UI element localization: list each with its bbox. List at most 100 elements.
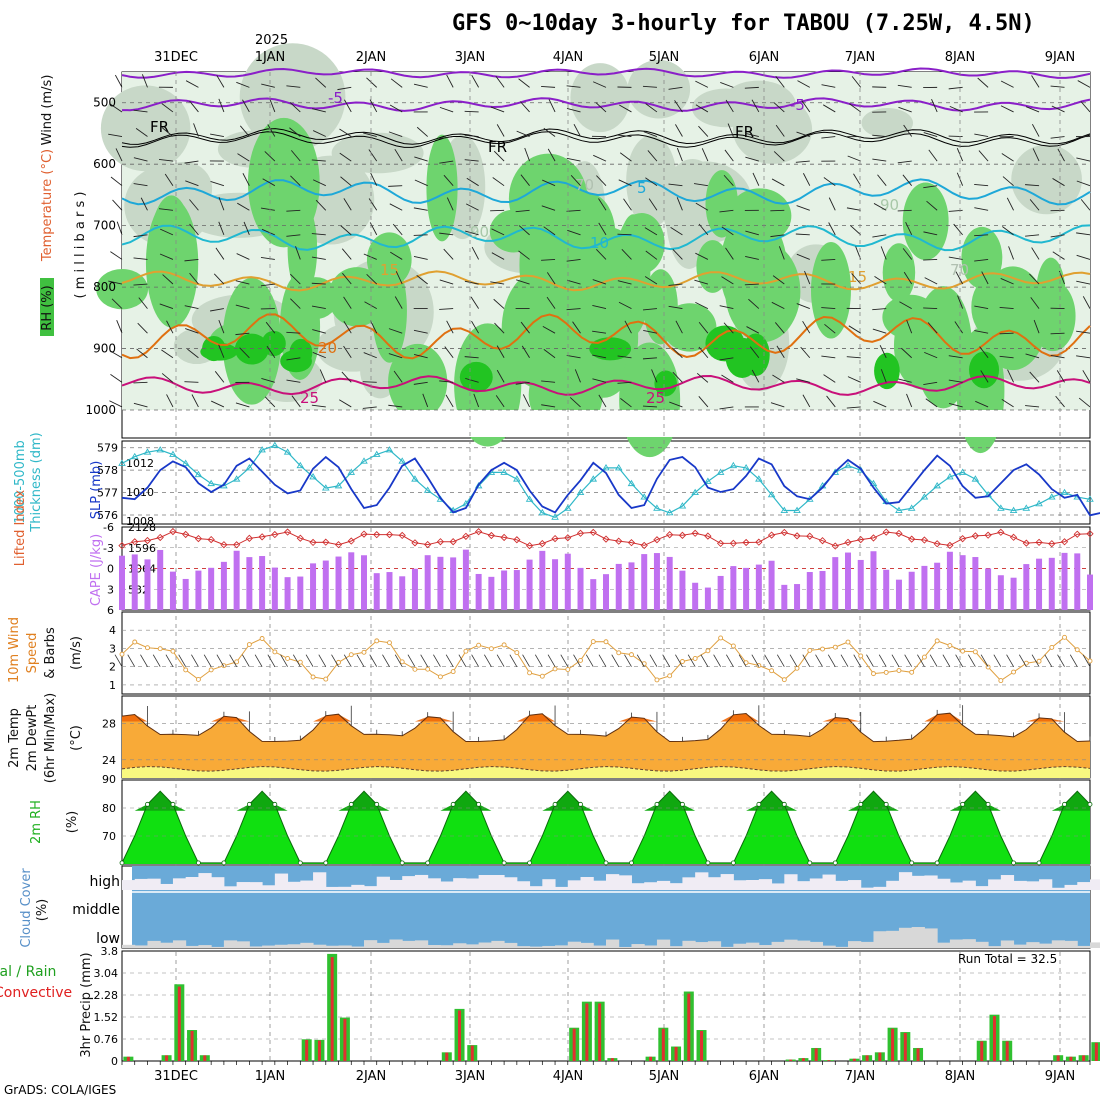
rh-point — [119, 860, 125, 866]
wind-barb — [109, 400, 123, 408]
cloud-low — [211, 946, 225, 948]
wind-speed-point — [781, 677, 787, 683]
wind-barb — [924, 351, 938, 359]
wind-speed-point — [501, 642, 507, 648]
thickness-point — [271, 441, 279, 448]
surface-wind-barb — [356, 654, 365, 667]
wind-barb — [393, 370, 403, 383]
wind-barb — [311, 305, 326, 310]
lifted-point — [946, 541, 954, 550]
precip-convective-bar — [674, 1046, 678, 1061]
wind-barb — [548, 99, 556, 113]
wind-speed-point — [1049, 644, 1055, 650]
thickness-point — [194, 470, 203, 478]
wind-barb — [592, 304, 607, 310]
wind-barb — [291, 395, 301, 408]
surface-wind-barb — [254, 654, 263, 667]
thickness-point — [525, 495, 534, 502]
wind-barb — [189, 272, 199, 285]
thickness-point — [716, 468, 725, 475]
wind-barb — [108, 133, 123, 137]
surface-wind-barb — [636, 654, 645, 667]
wind-barb — [390, 78, 403, 88]
thickness-line — [121, 444, 1091, 518]
cloud-high — [1077, 882, 1091, 890]
wind-barb — [566, 107, 581, 113]
cloud-high — [504, 877, 518, 890]
wind-barb — [821, 258, 836, 261]
lifted-point — [920, 536, 929, 544]
surface-wind-barb — [343, 654, 352, 667]
wind-barb — [388, 353, 403, 359]
wind-barb — [569, 397, 581, 408]
lifted-point — [398, 531, 406, 540]
surface-wind-barb — [407, 654, 416, 667]
wind-barb — [797, 80, 811, 88]
wind-barb — [519, 101, 530, 113]
wind-barb — [1076, 232, 1091, 236]
wind-barb — [446, 320, 454, 334]
cloud-low — [338, 945, 352, 948]
wind-speed-point — [119, 651, 125, 657]
cape-bar — [577, 567, 584, 610]
thickness-point — [513, 475, 521, 482]
wind-barb — [872, 134, 887, 137]
wind-barb — [394, 148, 403, 162]
wind-barb — [824, 323, 836, 334]
precip-convective-bar — [610, 1058, 614, 1061]
wind10-axis-label-1: 10m Wind — [7, 617, 22, 683]
rh-90-area — [1030, 280, 1076, 352]
wind-speed-point — [1036, 658, 1042, 664]
cloud-low — [122, 944, 136, 948]
cloud-low — [720, 946, 734, 948]
lifted-point — [411, 539, 419, 547]
cloud-high — [223, 886, 238, 890]
wind-speed-point — [998, 678, 1004, 684]
wind-barb — [133, 402, 148, 408]
cloud-high — [491, 875, 505, 890]
slp-line — [121, 454, 1100, 517]
wind-barb — [496, 369, 505, 383]
rh-point — [680, 801, 685, 807]
wind-speed-point — [871, 671, 876, 677]
surface-wind-barb — [1082, 654, 1091, 667]
wind-barb — [187, 348, 199, 359]
wind-barb — [521, 345, 530, 358]
wind-barb — [926, 200, 938, 211]
wind-barb — [261, 378, 275, 383]
thickness-point — [614, 464, 623, 471]
contour-label: 15 — [848, 268, 867, 286]
precip-convective-bar — [865, 1055, 869, 1061]
wind-barb — [846, 207, 861, 211]
cape-tick: 1596 — [128, 542, 156, 555]
wind-barb — [290, 150, 301, 162]
contour-label: 70 — [575, 176, 594, 194]
cloud-high — [606, 874, 620, 890]
wind-barb — [698, 346, 709, 359]
wind-barb — [161, 373, 174, 383]
wind-barb — [642, 85, 657, 88]
rh-point — [730, 860, 736, 866]
rh-90-area — [811, 242, 851, 339]
rh-point — [527, 860, 532, 866]
precip-tick: 2.28 — [94, 989, 119, 1002]
panel-frame-wind — [121, 611, 1091, 695]
thickness-point — [334, 481, 343, 489]
cape-bar — [564, 553, 571, 610]
lifted-point — [194, 534, 203, 543]
rh2m-axis-label: 2m RH — [29, 800, 44, 844]
wind-barb — [289, 127, 301, 137]
wind-speed-point — [514, 650, 520, 656]
lifted-point — [143, 536, 152, 545]
rh-90-area — [501, 270, 580, 389]
cape-bar — [361, 555, 367, 610]
wind-barb — [723, 322, 734, 334]
wind-speed-point — [285, 655, 291, 661]
cloud-high — [911, 875, 925, 890]
cloud-high — [746, 880, 760, 890]
wind-barb — [948, 403, 963, 408]
wind-barb — [312, 108, 326, 113]
lifted-point — [551, 534, 559, 543]
precip-axis-label: 3hr Precip (mm) — [79, 952, 94, 1057]
wind-barb — [645, 103, 658, 113]
